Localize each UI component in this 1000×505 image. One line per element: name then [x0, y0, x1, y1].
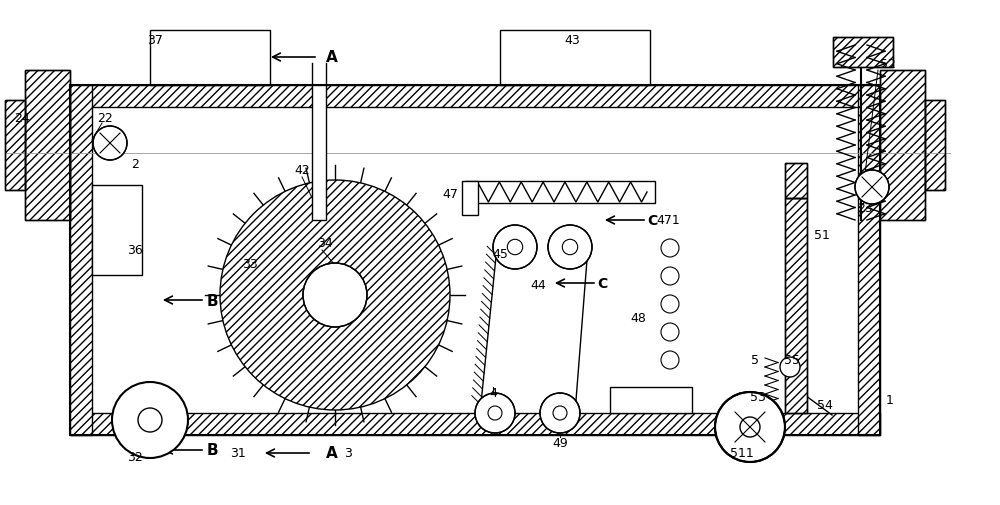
Bar [880, 71, 925, 221]
Circle shape [540, 393, 580, 433]
Circle shape [740, 417, 760, 437]
Circle shape [303, 264, 367, 327]
Bar [500, 31, 650, 86]
Circle shape [715, 392, 785, 462]
Circle shape [553, 406, 567, 420]
Text: 23: 23 [857, 201, 873, 214]
Circle shape [780, 358, 800, 377]
Text: B: B [206, 442, 218, 458]
Bar [70, 413, 880, 435]
Bar [150, 31, 270, 86]
Text: 37: 37 [147, 34, 163, 47]
Text: 2: 2 [131, 157, 139, 170]
Text: 471: 471 [656, 214, 680, 227]
Text: 47: 47 [442, 187, 458, 200]
Text: 31: 31 [230, 446, 246, 460]
Bar [5, 101, 25, 190]
Text: 43: 43 [564, 34, 580, 47]
Bar [70, 86, 880, 435]
Circle shape [661, 239, 679, 258]
Text: C: C [647, 214, 657, 228]
Circle shape [488, 406, 502, 420]
Bar [925, 101, 945, 190]
Text: 36: 36 [127, 244, 143, 257]
Circle shape [661, 351, 679, 369]
Circle shape [715, 392, 785, 462]
Circle shape [493, 226, 537, 270]
Bar [785, 198, 807, 413]
Bar [785, 164, 807, 198]
Circle shape [303, 264, 367, 327]
Circle shape [855, 171, 889, 205]
Text: A: A [326, 445, 338, 461]
Circle shape [661, 268, 679, 285]
Text: A: A [326, 50, 338, 65]
Circle shape [548, 226, 592, 270]
Bar [5, 101, 25, 190]
Bar [25, 71, 70, 221]
Text: 53: 53 [750, 391, 766, 403]
Circle shape [475, 393, 515, 433]
Text: 3: 3 [344, 446, 352, 460]
Circle shape [562, 240, 578, 255]
Text: 44: 44 [530, 279, 546, 292]
Text: 1: 1 [886, 394, 894, 407]
Circle shape [540, 393, 580, 433]
Bar [70, 86, 92, 435]
Bar [925, 101, 945, 190]
Text: 55: 55 [784, 354, 800, 367]
Bar [465, 182, 655, 204]
Circle shape [661, 323, 679, 341]
Text: 42: 42 [294, 164, 310, 177]
Circle shape [475, 393, 515, 433]
Text: 49: 49 [552, 437, 568, 449]
Bar [25, 71, 70, 221]
Circle shape [138, 408, 162, 432]
Text: 511: 511 [730, 446, 754, 460]
Text: 45: 45 [492, 247, 508, 260]
Text: 5: 5 [751, 354, 759, 367]
Circle shape [93, 127, 127, 161]
Bar [858, 86, 880, 435]
Text: 33: 33 [242, 257, 258, 270]
Text: 34: 34 [317, 237, 333, 250]
Text: 54: 54 [817, 399, 833, 412]
Bar [312, 86, 326, 221]
Text: 24: 24 [14, 111, 30, 124]
Bar [610, 387, 692, 413]
Bar [70, 86, 880, 108]
Circle shape [220, 181, 450, 410]
Bar [92, 186, 142, 275]
Bar [833, 38, 893, 68]
Text: 22: 22 [97, 111, 113, 124]
Bar [833, 38, 893, 68]
Text: C: C [597, 276, 607, 290]
Bar [785, 198, 807, 413]
Circle shape [493, 226, 537, 270]
Text: 48: 48 [630, 311, 646, 324]
Text: 4: 4 [489, 387, 497, 400]
Text: 51: 51 [814, 229, 830, 242]
Bar [880, 71, 925, 221]
Circle shape [112, 382, 188, 458]
Circle shape [507, 240, 523, 255]
Text: 32: 32 [127, 450, 143, 464]
Text: B: B [206, 293, 218, 308]
Circle shape [661, 295, 679, 314]
Text: 52: 52 [880, 58, 896, 70]
Circle shape [548, 226, 592, 270]
Bar [462, 182, 478, 216]
Bar [785, 164, 807, 198]
